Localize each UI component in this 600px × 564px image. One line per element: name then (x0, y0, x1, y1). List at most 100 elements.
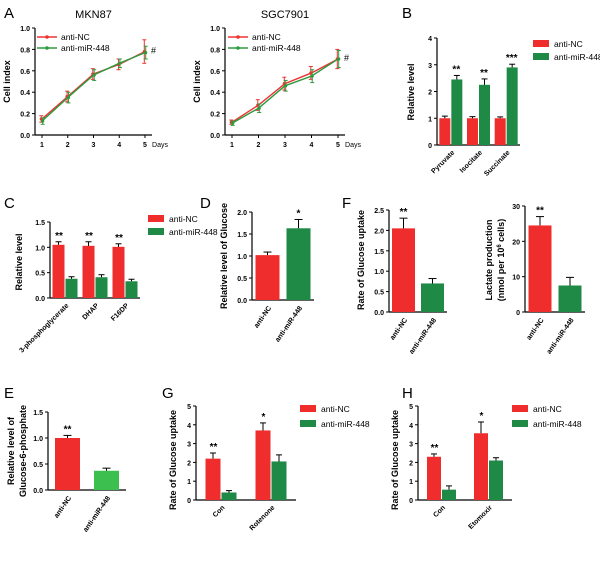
a-mkn87-series-line-1 (41, 51, 146, 122)
g-significance: * (262, 412, 266, 423)
g-category-label: Con (212, 504, 227, 519)
f-lactate-significance: ** (536, 206, 544, 217)
a-sgc7901-y-tick-label: 0.4 (210, 90, 220, 97)
a-mkn87-x-tick-label: 4 (117, 142, 121, 149)
c-bar-mir (95, 277, 108, 298)
a-mkn87-x-tick-label: 5 (143, 142, 147, 149)
b-y-tick-label: 2 (428, 90, 432, 97)
e-chart: 0.0 0.5 1.0 1.5 ** anti-NC anti-miR-448 Relativ… (6, 405, 126, 534)
e-bar-nc (55, 438, 80, 490)
d-chart: 0.0 0.5 1.0 1.5 2.0 anti-NC * anti-miR-448 Relat… (219, 203, 314, 344)
panel-letter-a: A (4, 5, 14, 22)
h-significance: * (480, 411, 484, 422)
g-legend-swatch-miR (300, 420, 316, 427)
d-y-axis-label: Relative level of Glucose (219, 203, 229, 309)
g-chart: 0 1 2 3 4 5 ** Con * Rotenone Rate of Glucose upta… (168, 404, 370, 532)
a-mkn87-y-tick-label: 0.4 (20, 90, 30, 97)
c-y-axis-label: Relative level (14, 233, 24, 290)
a-sgc7901-point (257, 106, 261, 110)
e-y-tick-label: 1.0 (33, 436, 43, 443)
h-significance: ** (431, 443, 439, 454)
h-y-tick-label: 4 (409, 423, 413, 430)
a-mkn87-legend-marker-nc (45, 35, 49, 39)
f-lactate-category-label: anti-miR-448 (546, 317, 576, 356)
b-bar-nc (494, 118, 506, 145)
c-category-label: 3-phosphoglycerate (18, 302, 70, 354)
c-bar-mir (125, 281, 138, 298)
h-y-tick-label: 3 (409, 442, 413, 449)
c-y-tick-label: 0.0 (35, 296, 45, 303)
f-lactate-bar-nc (528, 225, 552, 312)
panel-letter-f: F (342, 195, 351, 212)
c-significance: ** (115, 233, 123, 244)
b-legend-label-nc: anti-NC (554, 39, 583, 49)
d-y-tick-label: 1.0 (237, 254, 247, 261)
e-bar-mir (94, 470, 119, 490)
a-mkn87-y-tick-label: 1.0 (20, 26, 30, 33)
a-sgc7901-annotation: # (344, 53, 349, 63)
g-significance: ** (210, 442, 218, 453)
b-category-label: Succinate (483, 149, 511, 177)
c-significance: ** (55, 231, 63, 242)
f-glucose-y-tick-label: 1.5 (374, 249, 384, 256)
a-sgc7901-point (284, 84, 288, 88)
f-glucose-category-label: anti-miR-448 (408, 317, 438, 356)
a-mkn87-y-tick-label: 0.2 (20, 112, 30, 119)
h-y-tick-label: 0 (409, 498, 413, 505)
c-bar-mir (65, 278, 78, 298)
g-category-label: Rotenone (249, 504, 277, 532)
e-significance: ** (64, 424, 72, 435)
d-significance: * (297, 208, 301, 219)
f-glucose-bar-nc (392, 228, 415, 312)
h-bar-nc (474, 433, 488, 500)
g-y-tick-label: 2 (187, 460, 191, 467)
b-category-label: Pyruvate (430, 149, 456, 175)
b-bar-mir (506, 67, 518, 145)
c-y-tick-label: 1.5 (35, 220, 45, 227)
h-y-tick-label: 5 (409, 404, 413, 411)
d-bar-nc (255, 255, 280, 300)
c-legend-label-nc: anti-NC (169, 214, 198, 224)
f-lactate-y-tick-label: 10 (512, 275, 520, 282)
b-y-axis-label: Relative level (406, 63, 416, 120)
c-bar-nc (82, 245, 95, 298)
a-mkn87-legend-label-nc: anti-NC (61, 32, 90, 42)
g-bar-mir (271, 461, 287, 500)
f-lactate-y-label-sup: 6 (497, 244, 503, 248)
panel-letter-e: E (4, 385, 14, 402)
b-legend-swatch-miR (533, 53, 549, 60)
b-y-tick-label: 3 (428, 63, 432, 70)
a-sgc7901-point (231, 121, 235, 125)
f-glucose-y-tick-label: 2.5 (374, 208, 384, 215)
a-sgc7901-y-tick-label: 0.0 (210, 133, 220, 140)
a-sgc7901-point (337, 57, 341, 61)
e-category-label: anti-NC (53, 495, 73, 519)
b-significance: *** (506, 53, 518, 64)
f-lactate-y-label-tail: cells) (496, 219, 506, 245)
c-legend-swatch-miR (148, 228, 164, 235)
g-bar-nc (255, 430, 271, 500)
a-mkn87-y-tick-label: 0.6 (20, 69, 30, 76)
f-lactate-bar-mir (558, 285, 582, 312)
a-sgc7901-x-tick-label: 4 (310, 142, 314, 149)
h-legend-swatch-nc (512, 405, 528, 412)
h-legend-label-miR: anti-miR-448 (533, 419, 582, 429)
b-y-tick-label: 4 (428, 36, 432, 43)
a-mkn87-y-axis-label: Cell index (2, 60, 12, 103)
h-y-axis-label: Rate of Glucose uptake (390, 410, 400, 510)
f-glucose-significance: ** (400, 207, 408, 218)
a-mkn87-point (66, 95, 71, 100)
d-y-tick-label: 1.5 (237, 232, 247, 239)
f-lactate-y-tick-label: 30 (512, 204, 520, 211)
a-mkn87-point (41, 119, 45, 123)
c-y-tick-label: 0.5 (35, 271, 45, 278)
g-legend-swatch-nc (300, 405, 316, 412)
g-y-tick-label: 5 (187, 404, 191, 411)
c-category-label: F16DP (110, 302, 131, 323)
f-glucose-y-tick-label: 2.0 (374, 228, 384, 235)
e-category-label: anti-miR-448 (82, 495, 112, 534)
f-lactate-chart: 0 10 20 30 ** anti-NC anti-miR-448 Lactate prod… (484, 204, 585, 356)
a-sgc7901-legend-label-nc: anti-NC (252, 32, 281, 42)
d-y-tick-label: 0.5 (237, 276, 247, 283)
